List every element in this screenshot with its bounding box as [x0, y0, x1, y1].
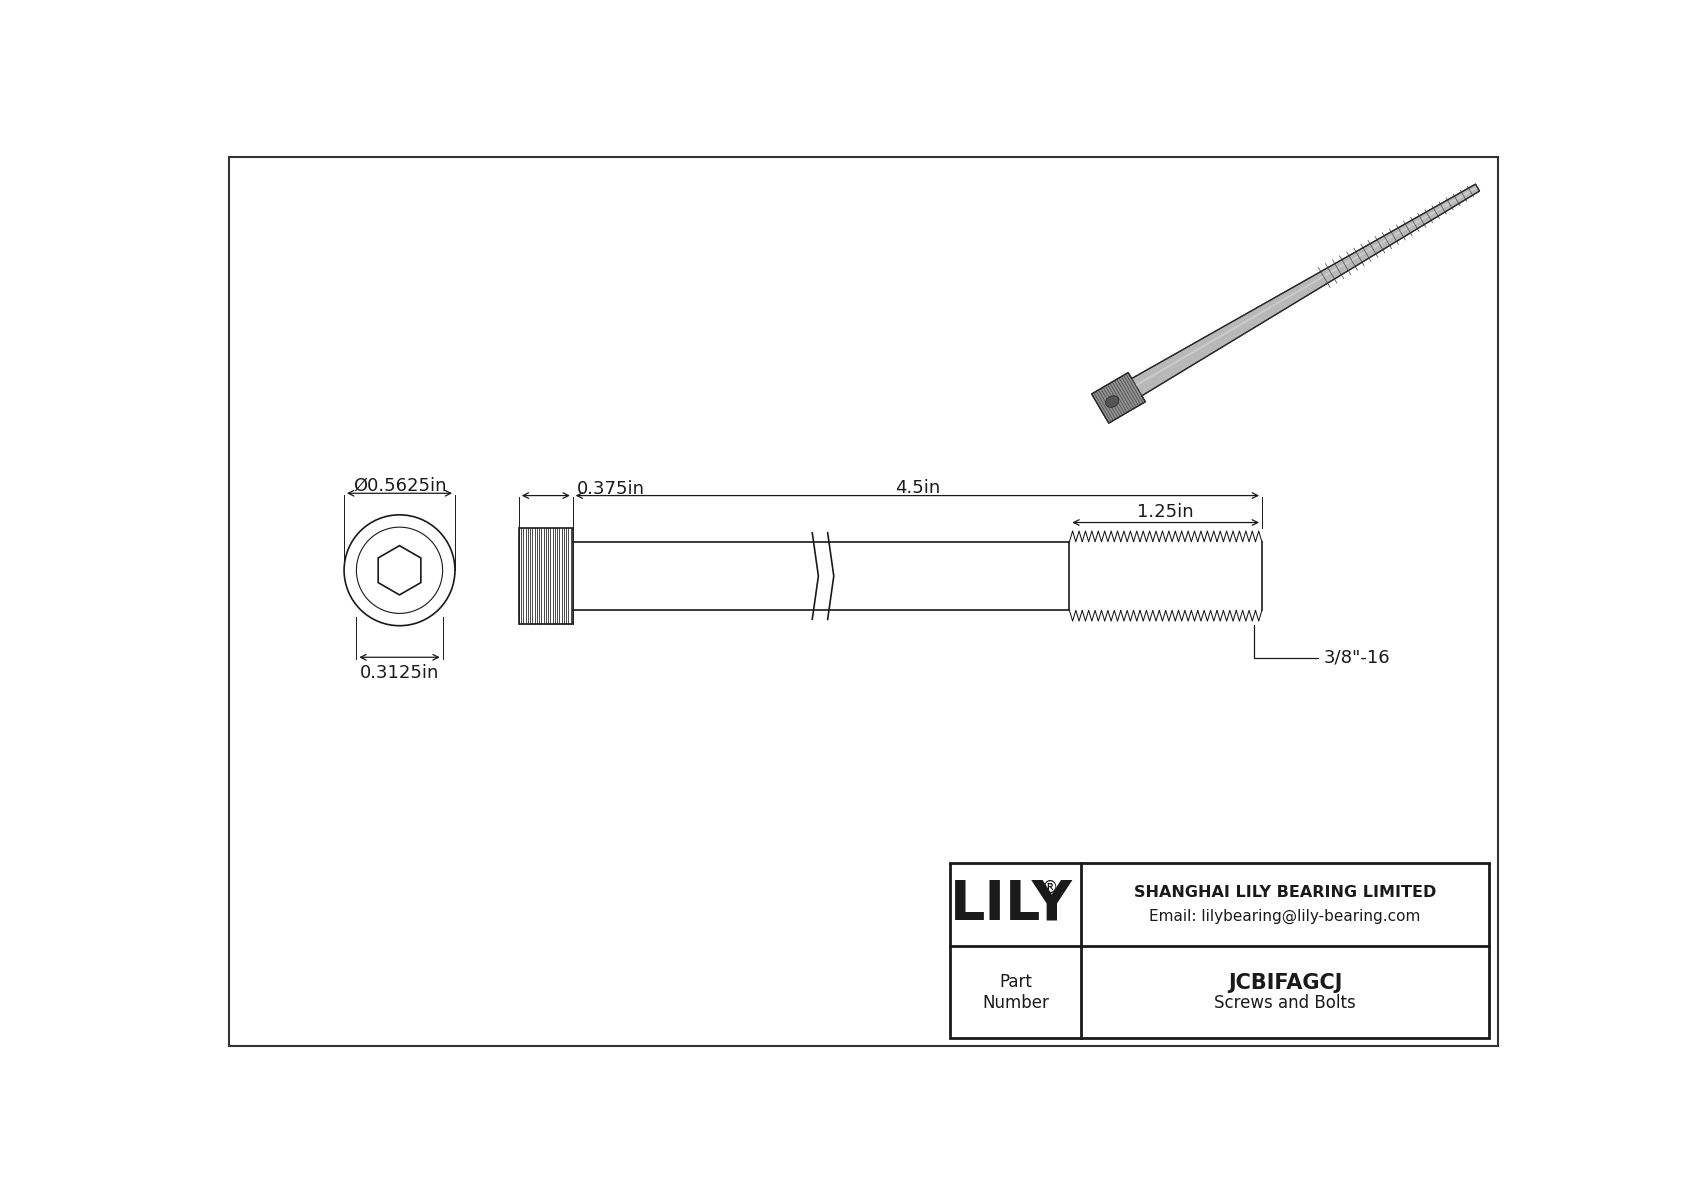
Circle shape [357, 528, 443, 613]
Text: SHANGHAI LILY BEARING LIMITED: SHANGHAI LILY BEARING LIMITED [1133, 885, 1436, 899]
Text: LILY: LILY [950, 878, 1073, 931]
Polygon shape [379, 545, 421, 596]
Text: Part
Number: Part Number [982, 973, 1049, 1011]
Text: 0.3125in: 0.3125in [360, 663, 440, 681]
Polygon shape [1132, 185, 1480, 395]
Text: JCBIFAGCJ: JCBIFAGCJ [1228, 973, 1342, 993]
Text: ®: ® [1042, 879, 1059, 897]
Polygon shape [1091, 373, 1145, 423]
Bar [519, 528, 573, 624]
Polygon shape [1135, 186, 1479, 386]
Text: 1.25in: 1.25in [1137, 503, 1194, 520]
Bar [950, 862, 1489, 1039]
Text: 4.5in: 4.5in [894, 479, 940, 497]
Circle shape [344, 515, 455, 625]
Text: 3/8"-16: 3/8"-16 [1255, 624, 1389, 667]
Ellipse shape [1106, 395, 1118, 407]
Text: 0.375in: 0.375in [576, 480, 645, 498]
Text: Ø0.5625in: Ø0.5625in [352, 476, 446, 494]
Text: Screws and Bolts: Screws and Bolts [1214, 994, 1356, 1012]
Text: Email: lilybearing@lily-bearing.com: Email: lilybearing@lily-bearing.com [1148, 909, 1421, 924]
